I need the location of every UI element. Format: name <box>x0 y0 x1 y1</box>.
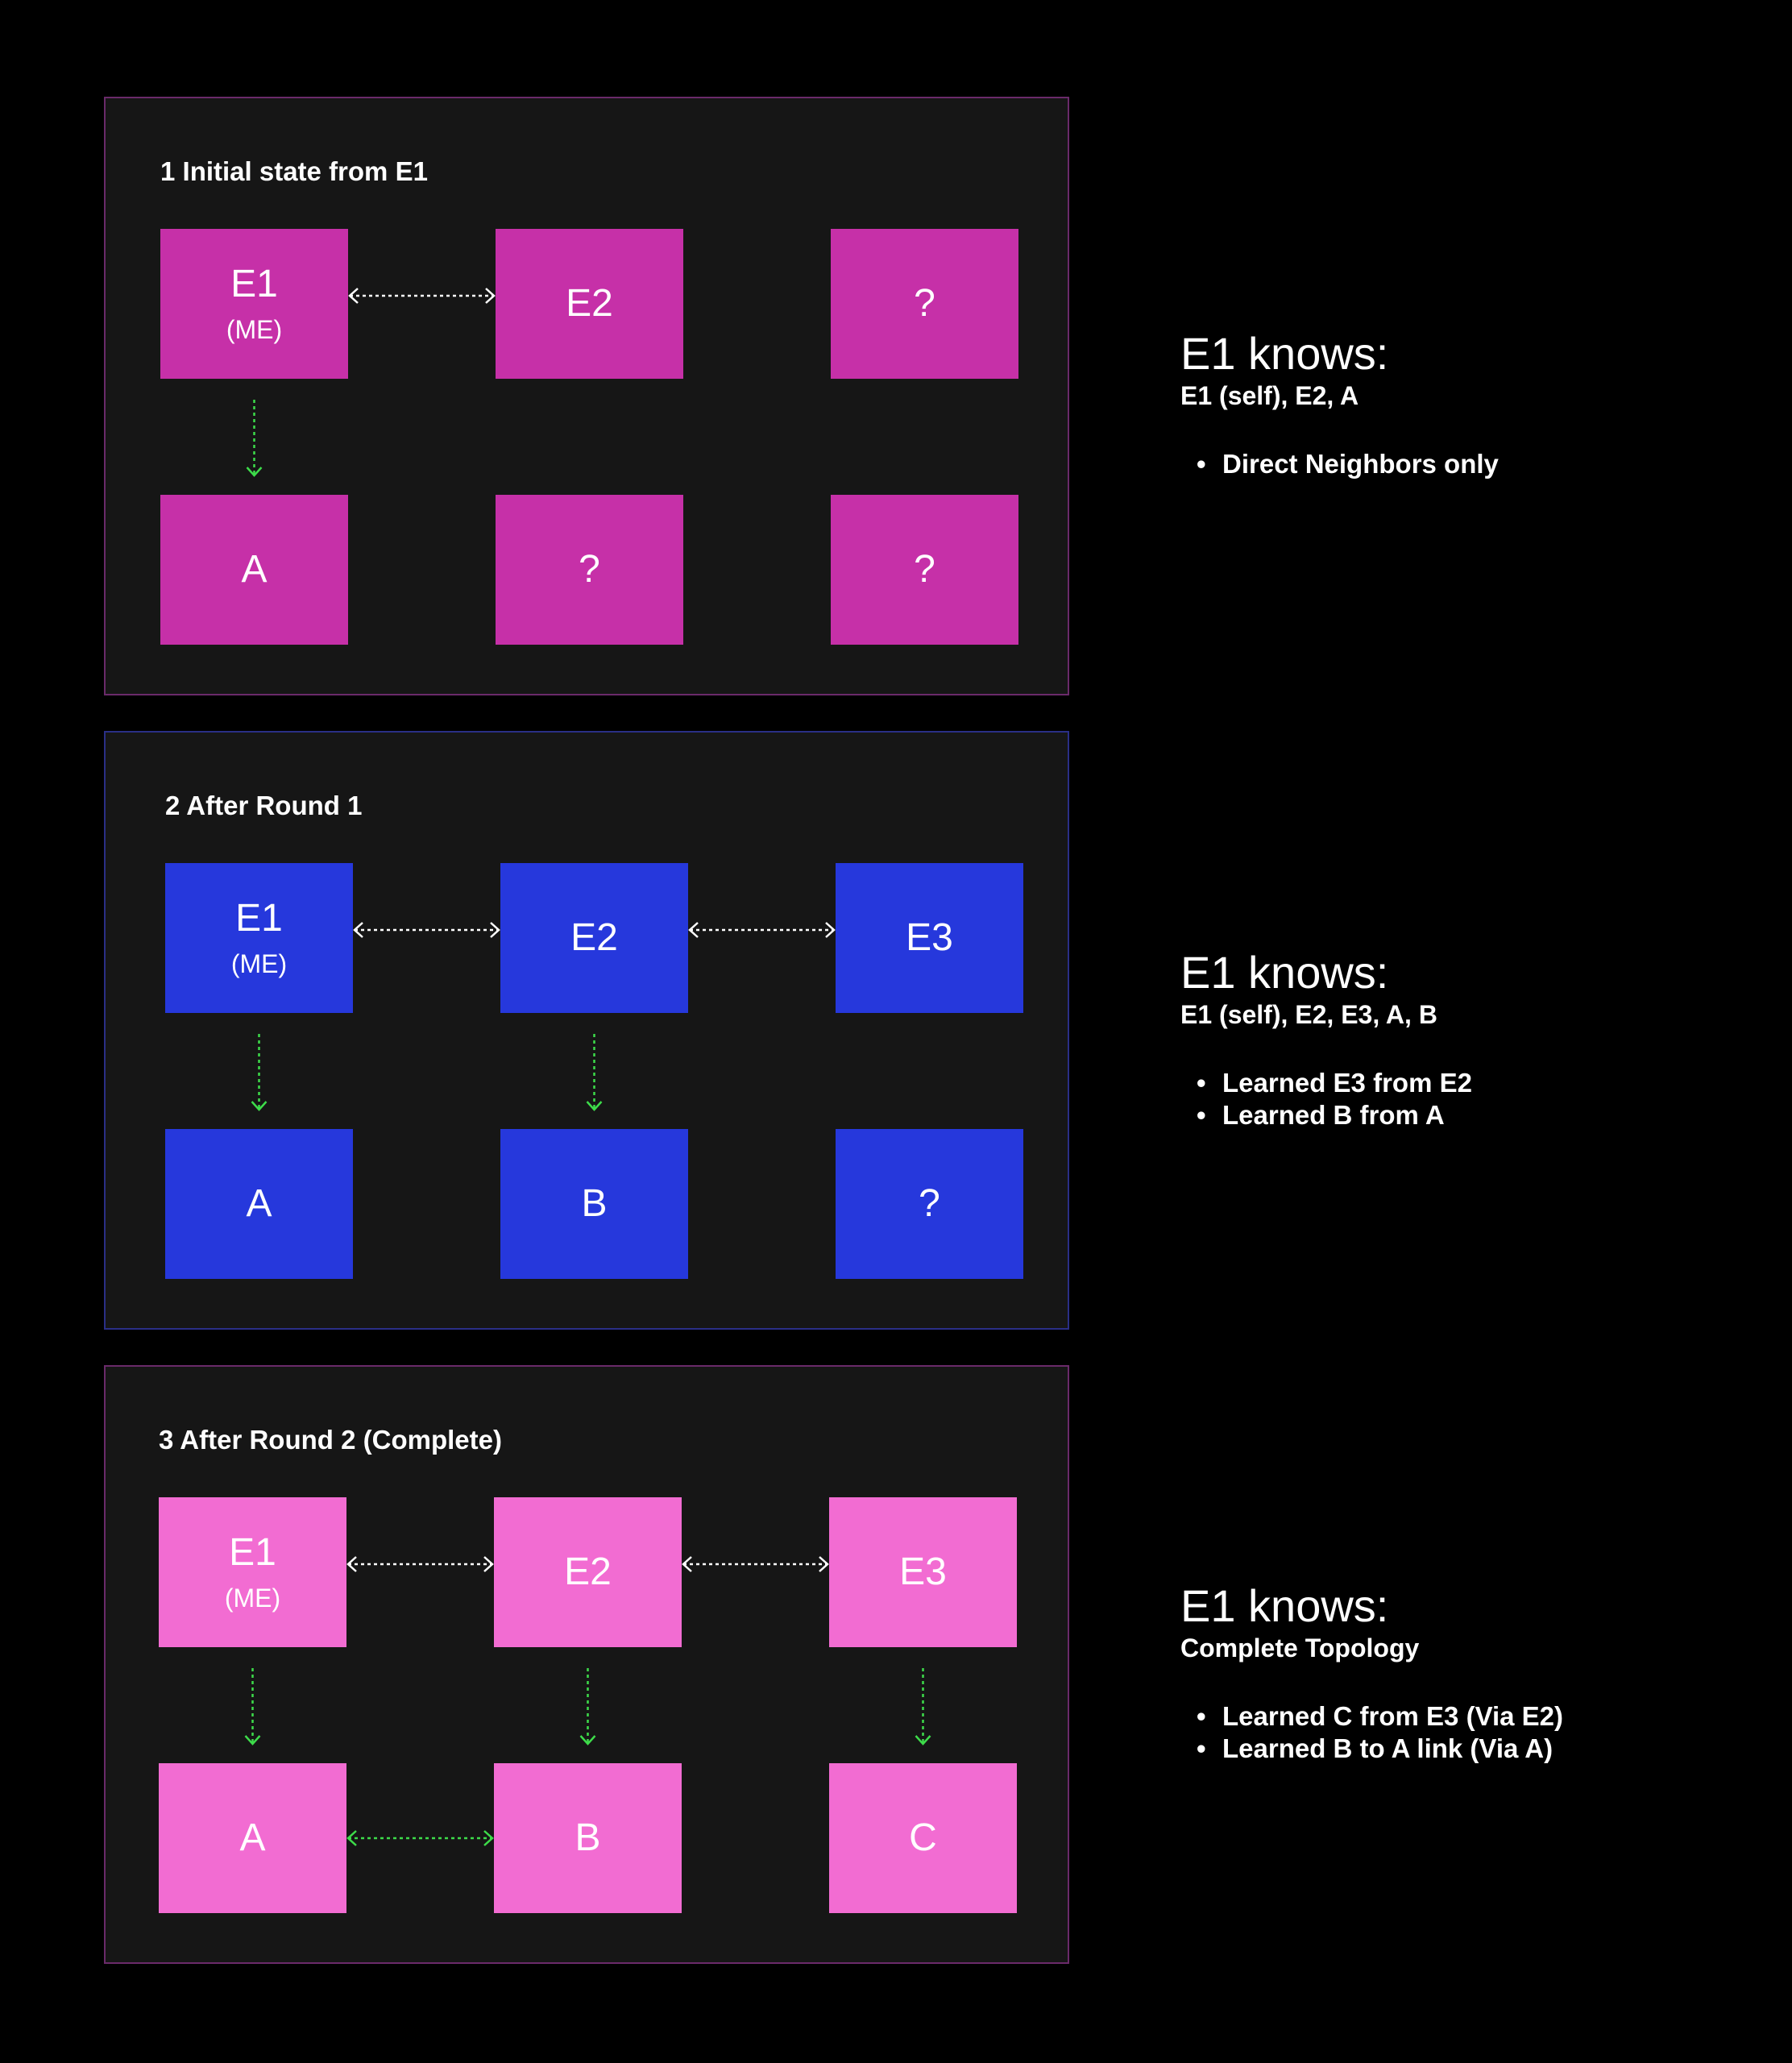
node-label: B <box>581 1181 608 1225</box>
known-nodes: E1 (self), E2, E3, A, B <box>1180 999 1437 1029</box>
arrowhead-down <box>915 1735 931 1745</box>
node-e2: E2 <box>496 229 683 379</box>
node-label: C <box>909 1816 937 1859</box>
node-e1: E1 (ME) <box>159 1497 346 1647</box>
arrowhead-right <box>825 922 836 938</box>
arrowhead-right <box>483 1830 494 1846</box>
knowledge-summary-2: E1 knows: E1 (self), E2, E3, A, B • Learn… <box>1180 947 1761 1131</box>
node-label: E2 <box>570 915 618 959</box>
knowledge-heading: E1 knows: <box>1180 328 1389 379</box>
bullet-item: • Learned C from E3 (Via E2) <box>1197 1700 1564 1731</box>
node-e3: E3 <box>836 863 1023 1013</box>
arrowhead-left <box>346 1830 357 1846</box>
panel-initial-state: 1 Initial state from E1 E1 (ME) E2 ? A ?… <box>104 97 1069 695</box>
panel-after-round-1: 2 After Round 1 E1 (ME) E2 E3 A B ? <box>104 731 1069 1330</box>
node-label: E3 <box>899 1550 947 1593</box>
knowledge-bullets: • Learned E3 from E2 • Learned B from A <box>1180 1067 1761 1131</box>
panel-title: 2 After Round 1 <box>165 791 363 820</box>
node-e1: E1 (ME) <box>160 229 348 379</box>
node-a: A <box>160 495 348 645</box>
arrowhead-right <box>485 288 496 304</box>
node-label: A <box>241 547 268 591</box>
knowledge-summary-1: E1 knows: E1 (self), E2, A • Direct Neigh… <box>1180 330 1761 480</box>
known-nodes: Complete Topology <box>1180 1633 1420 1662</box>
knowledge-bullets: • Direct Neighbors only <box>1180 448 1761 480</box>
knowledge-heading: E1 knows: <box>1180 1580 1389 1631</box>
arrowhead-down <box>251 1101 268 1111</box>
node-sublabel: (ME) <box>224 1583 281 1613</box>
bullet-item: • Learned B to A link (Via A) <box>1197 1733 1553 1763</box>
knowledge-heading: E1 knows: <box>1180 947 1389 998</box>
bullet-item: • Learned B from A <box>1197 1099 1445 1130</box>
panel-title: 3 After Round 2 (Complete) <box>159 1425 502 1455</box>
arrowhead-down <box>586 1101 603 1111</box>
arrowhead-right <box>490 922 500 938</box>
arrowhead-right <box>483 1556 494 1572</box>
node-unknown: ? <box>831 229 1018 379</box>
panel-title: 1 Initial state from E1 <box>160 156 428 186</box>
arrowhead-left <box>353 922 363 938</box>
node-label: E1 <box>230 263 278 305</box>
node-label: E1 <box>235 897 283 940</box>
arrowhead-down <box>244 1735 261 1745</box>
node-label: E1 <box>229 1531 276 1574</box>
node-label: A <box>246 1181 272 1225</box>
node-e2: E2 <box>500 863 688 1013</box>
node-label: E3 <box>906 915 953 959</box>
arrowhead-left <box>346 1556 357 1572</box>
knowledge-bullets: • Learned C from E3 (Via E2) • Learned B t… <box>1180 1700 1761 1765</box>
arrowhead-left <box>688 922 699 938</box>
node-unknown: ? <box>836 1129 1023 1279</box>
arrowhead-down <box>246 467 263 477</box>
node-e2: E2 <box>494 1497 682 1647</box>
arrowhead-right <box>819 1556 829 1572</box>
node-label: ? <box>914 281 935 325</box>
bullet-item: • Learned E3 from E2 <box>1197 1067 1472 1098</box>
node-label: B <box>575 1816 601 1859</box>
arrowhead-left <box>348 288 359 304</box>
arrowhead-down <box>579 1735 596 1745</box>
node-label: A <box>239 1816 266 1859</box>
panel-links <box>246 288 496 477</box>
panel-after-round-2: 3 After Round 2 (Complete) E1 (ME) E2 E3… <box>104 1365 1069 1964</box>
node-e3: E3 <box>829 1497 1017 1647</box>
arrowhead-left <box>682 1556 692 1572</box>
node-sublabel: (ME) <box>226 314 283 344</box>
knowledge-summary-3: E1 knows: Complete Topology • Learned C f… <box>1180 1580 1761 1765</box>
node-b: B <box>500 1129 688 1279</box>
node-a: A <box>165 1129 353 1279</box>
node-unknown: ? <box>831 495 1018 645</box>
node-unknown: ? <box>496 495 683 645</box>
node-label: ? <box>579 547 600 591</box>
panel-links <box>251 922 836 1111</box>
node-label: ? <box>914 547 935 591</box>
node-b: B <box>494 1763 682 1913</box>
known-nodes: E1 (self), E2, A <box>1180 380 1359 410</box>
node-sublabel: (ME) <box>230 948 288 978</box>
node-label: E2 <box>564 1550 612 1593</box>
node-label: E2 <box>566 281 613 325</box>
bullet-item: • Direct Neighbors only <box>1197 448 1499 479</box>
panel-links <box>244 1556 931 1846</box>
node-e1: E1 (ME) <box>165 863 353 1013</box>
node-c: C <box>829 1763 1017 1913</box>
node-a: A <box>159 1763 346 1913</box>
node-label: ? <box>919 1181 940 1225</box>
